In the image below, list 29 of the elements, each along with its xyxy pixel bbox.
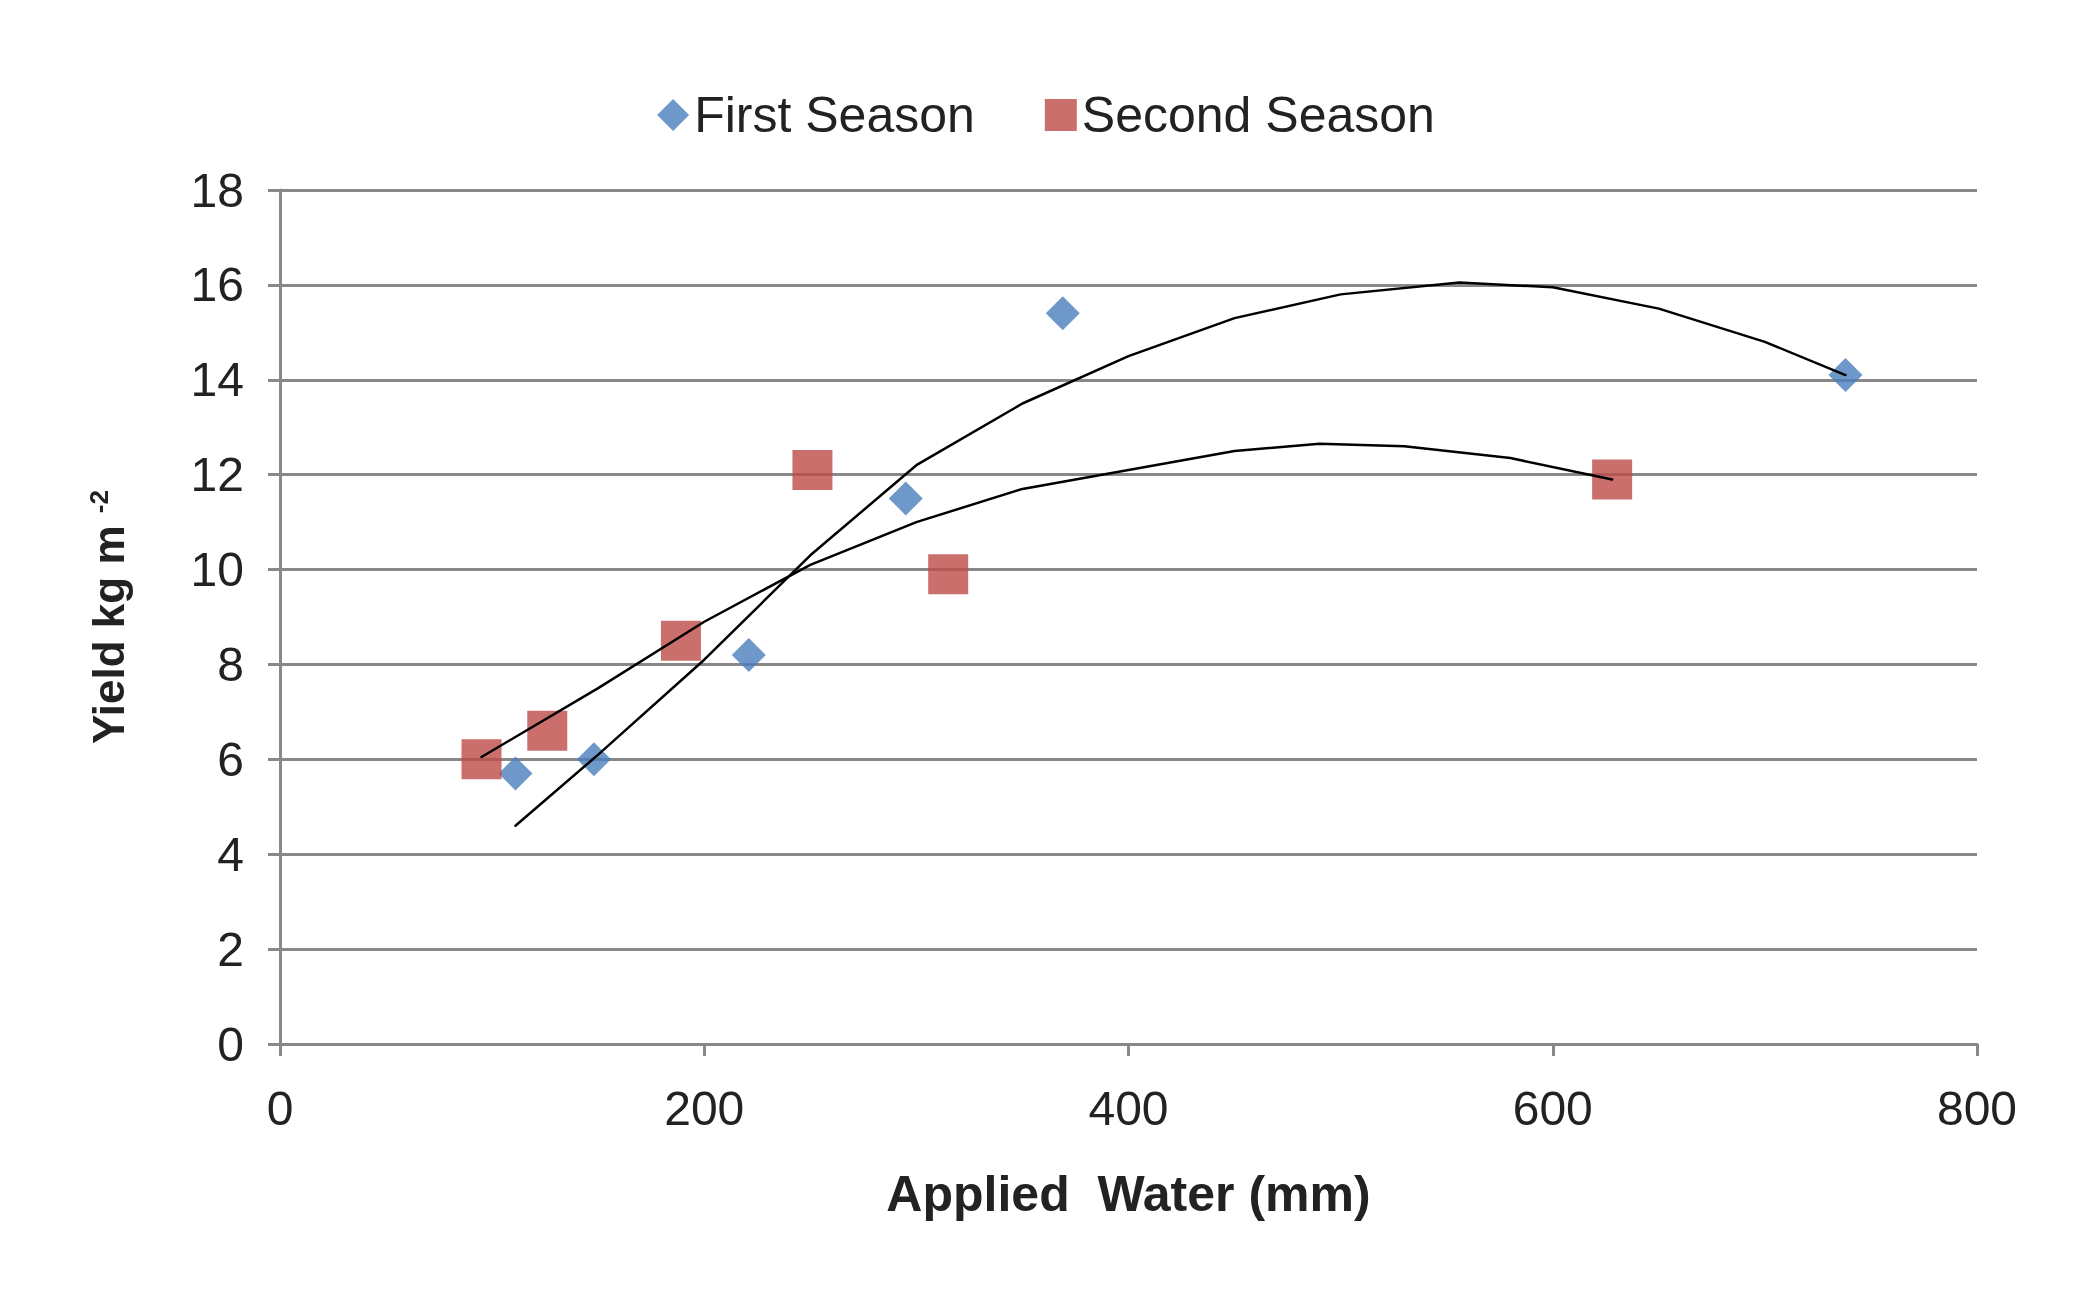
point	[888, 481, 923, 516]
y-axis-title: Yield kg m -2	[83, 490, 133, 744]
y-tick-label: 14	[190, 353, 244, 407]
point	[1045, 296, 1080, 331]
point	[461, 739, 502, 780]
point	[731, 637, 766, 672]
x-tick-label: 600	[1512, 1081, 1593, 1135]
y-tick-label: 10	[190, 543, 244, 597]
point	[527, 710, 568, 751]
y-tick-label: 6	[217, 732, 244, 786]
y-tick-label: 12	[190, 448, 244, 502]
y-tick-label: 0	[217, 1017, 244, 1071]
point	[928, 554, 969, 595]
point	[792, 449, 833, 490]
y-tick-label: 2	[217, 922, 244, 976]
x-tick-label: 800	[1936, 1081, 2018, 1135]
y-tick-label: 16	[190, 258, 244, 312]
y-tick-label: 18	[190, 163, 244, 217]
x-axis-title: Applied Water (mm)	[886, 1166, 1371, 1222]
point	[1828, 358, 1863, 393]
x-tick-label: 200	[664, 1081, 745, 1135]
x-tick-label: 400	[1088, 1081, 1169, 1135]
legend-label: First Season	[694, 87, 975, 143]
point	[660, 620, 701, 661]
point	[1592, 459, 1633, 500]
legend-label: Second Season	[1081, 87, 1435, 143]
y-tick-label: 8	[217, 637, 244, 691]
y-tick-label: 4	[217, 827, 244, 881]
x-tick-label: 0	[266, 1081, 294, 1135]
